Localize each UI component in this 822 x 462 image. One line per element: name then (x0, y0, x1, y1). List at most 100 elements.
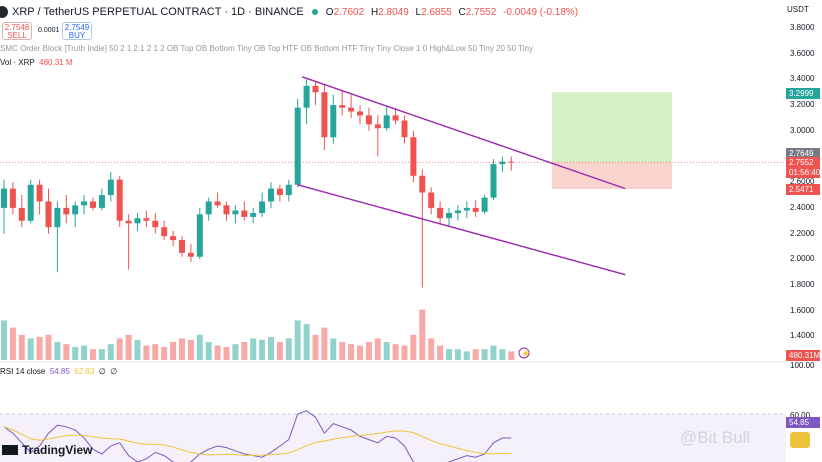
alert-icon[interactable]: ⚡ (518, 347, 531, 359)
watermark: @Bit Bull (680, 428, 751, 447)
candle-body (187, 252, 194, 257)
descending-channel-drawing[interactable] (297, 76, 626, 276)
volume-bar (463, 351, 470, 360)
alert-circle (518, 347, 530, 359)
candle-body (259, 201, 266, 214)
candle-body (330, 105, 337, 138)
currency-selector[interactable]: USDT (787, 5, 809, 14)
candle-body (383, 115, 390, 129)
take-profit-tag: 3.2999 (786, 88, 820, 99)
candle-body (98, 195, 105, 208)
candle-body (134, 218, 141, 224)
volume-tag: 480.31M (786, 350, 820, 361)
candle-body (303, 85, 310, 108)
volume-legend[interactable]: Vol · XRP 480.31 M (0, 58, 73, 67)
candle-body (241, 210, 248, 217)
volume-bar (107, 344, 114, 360)
volume-bar (134, 339, 141, 360)
volume-bar (392, 344, 399, 360)
candle-body (179, 240, 185, 253)
volume-bar (259, 339, 266, 360)
volume-bar (499, 349, 506, 360)
volume-bar (63, 344, 70, 360)
candle-body (81, 201, 88, 206)
channel-upper-line (301, 76, 626, 190)
candle-body (152, 220, 159, 228)
volume-bar (143, 345, 150, 360)
volume-bar (276, 342, 283, 360)
long-position-tool[interactable] (552, 92, 672, 189)
candle-body (419, 175, 426, 193)
change-readout: -0.0049 (-0.18%) (503, 6, 579, 18)
volume-bar (187, 339, 194, 360)
price-tick-label: 1.8000 (790, 280, 815, 289)
stop-loss-tag: 2.5471 (786, 184, 820, 195)
tradingview-mark-icon (2, 445, 18, 455)
volume-bar (508, 351, 515, 360)
volume-bar (214, 345, 221, 360)
volume-bar (312, 334, 319, 360)
volume-bar (374, 338, 381, 360)
ohlc-readout: O2.7602 H2.8049 L2.6855 C2.7552 -0.0049 … (325, 6, 579, 18)
rsi-legend[interactable]: RSI 14 close 54.85 62.83 ∅ ∅ (0, 367, 118, 376)
candle-body (161, 227, 168, 237)
volume-bar (72, 347, 79, 360)
rsi-tag: 54.85 (786, 417, 820, 428)
candle-body (392, 115, 399, 121)
candle-body (454, 210, 461, 214)
candle-body (72, 205, 79, 215)
rsi-level-100: 100.00 (790, 361, 815, 370)
channel-lower-line (297, 184, 626, 276)
candle-body (365, 115, 372, 125)
volume-bar (339, 342, 346, 360)
volume-bar (98, 349, 105, 360)
volume-bar (321, 327, 328, 360)
volume-bars (1, 309, 515, 360)
volume-bar (472, 349, 479, 360)
volume-bar (454, 349, 461, 360)
volume-bar (348, 344, 355, 360)
volume-bar (152, 344, 159, 360)
volume-bar (36, 336, 43, 360)
buy-button[interactable]: 2.7549 BUY (62, 22, 92, 40)
volume-bar (205, 342, 212, 360)
candle-body (268, 188, 274, 202)
candle-body (294, 107, 301, 185)
candle-body (463, 207, 470, 211)
volume-bar (170, 342, 177, 360)
volume-bar (250, 338, 257, 360)
price-tick-label: 2.2000 (790, 228, 815, 238)
candle-body (490, 164, 497, 198)
candle-body (428, 192, 435, 208)
market-status-icon (311, 9, 318, 15)
volume-bar (223, 347, 230, 360)
sell-button[interactable]: 2.7548 SELL (2, 22, 32, 40)
bar-countdown: 01:56:40 (786, 167, 820, 178)
volume-bar (161, 347, 168, 360)
tradingview-logo[interactable]: TradingView (2, 443, 92, 457)
volume-bar (419, 309, 426, 360)
volume-bar (294, 320, 301, 360)
volume-bar (232, 344, 239, 360)
candle-body (499, 161, 506, 165)
volume-bar (268, 336, 274, 360)
candle-body (374, 124, 381, 129)
indicator-legend[interactable]: SMC Order Block [Truth Indie] 50 2 1 2 1… (0, 44, 533, 53)
volume-bar (490, 345, 497, 360)
high-price-tag: 2.7649 (786, 148, 820, 159)
symbol-title[interactable]: XRP / TetherUS PERPETUAL CONTRACT · 1D ·… (12, 6, 304, 18)
candle-body (410, 137, 417, 176)
alert-glyph: ⚡ (521, 348, 531, 358)
volume-bar (303, 324, 310, 360)
volume-bar (9, 327, 16, 360)
candle-body (116, 179, 123, 221)
volume-bar (54, 342, 61, 360)
candle-body (481, 197, 488, 212)
candle-body (1, 188, 7, 208)
price-tick-label: 1.6000 (790, 305, 815, 315)
volume-bar (383, 342, 390, 360)
symbol-header[interactable]: XRP / TetherUS PERPETUAL CONTRACT · 1D ·… (0, 4, 582, 20)
price-tick-label: 3.0000 (790, 125, 815, 135)
price-tick-label: 3.8000 (790, 23, 815, 32)
